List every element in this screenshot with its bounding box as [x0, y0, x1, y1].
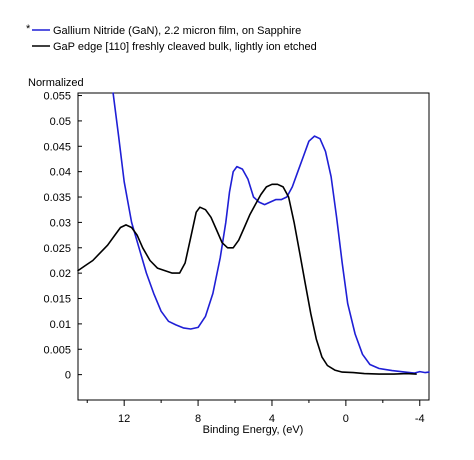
y-tick-label: 0.03: [50, 217, 71, 229]
y-tick-label: 0.055: [43, 91, 71, 103]
legend-series-1-label: Gallium Nitride (GaN), 2.2 micron film, …: [53, 25, 301, 37]
y-axis-label: Normalized: [28, 77, 84, 89]
x-tick-label: 0: [343, 413, 349, 425]
series-layer: [77, 92, 430, 375]
y-tick-label: 0.035: [43, 192, 71, 204]
x-tick-label: 4: [269, 413, 275, 425]
y-tick-label: 0.04: [50, 167, 71, 179]
x-axis: 12 8 4 0 -4: [86, 400, 425, 425]
legend-series-2-label: GaP edge [110] freshly cleaved bulk, lig…: [53, 41, 317, 53]
y-tick-label: 0.01: [50, 319, 71, 331]
x-tick-label: 8: [195, 413, 201, 425]
y-tick-label: 0.045: [43, 141, 71, 153]
legend-series-1-marker: *: [26, 23, 31, 35]
y-tick-label: 0.025: [43, 243, 71, 255]
x-tick-label: -4: [415, 413, 425, 425]
y-tick-label: 0.05: [50, 116, 71, 128]
series-line-1: [112, 92, 430, 374]
y-tick-label: 0.02: [50, 268, 71, 280]
y-tick-label: 0.015: [43, 294, 71, 306]
legend: * Gallium Nitride (GaN), 2.2 micron film…: [26, 23, 317, 53]
series-line-2: [77, 183, 417, 375]
plot-frame: [77, 92, 430, 401]
y-tick-label: 0.005: [43, 344, 71, 356]
x-axis-label: Binding Energy, (eV): [203, 424, 304, 436]
x-tick-label: 12: [118, 413, 130, 425]
y-tick-label: 0: [65, 370, 71, 382]
y-axis: 0 0.005 0.01 0.015 0.02 0.025 0.03 0.035 0.04 0.0…: [43, 91, 82, 382]
